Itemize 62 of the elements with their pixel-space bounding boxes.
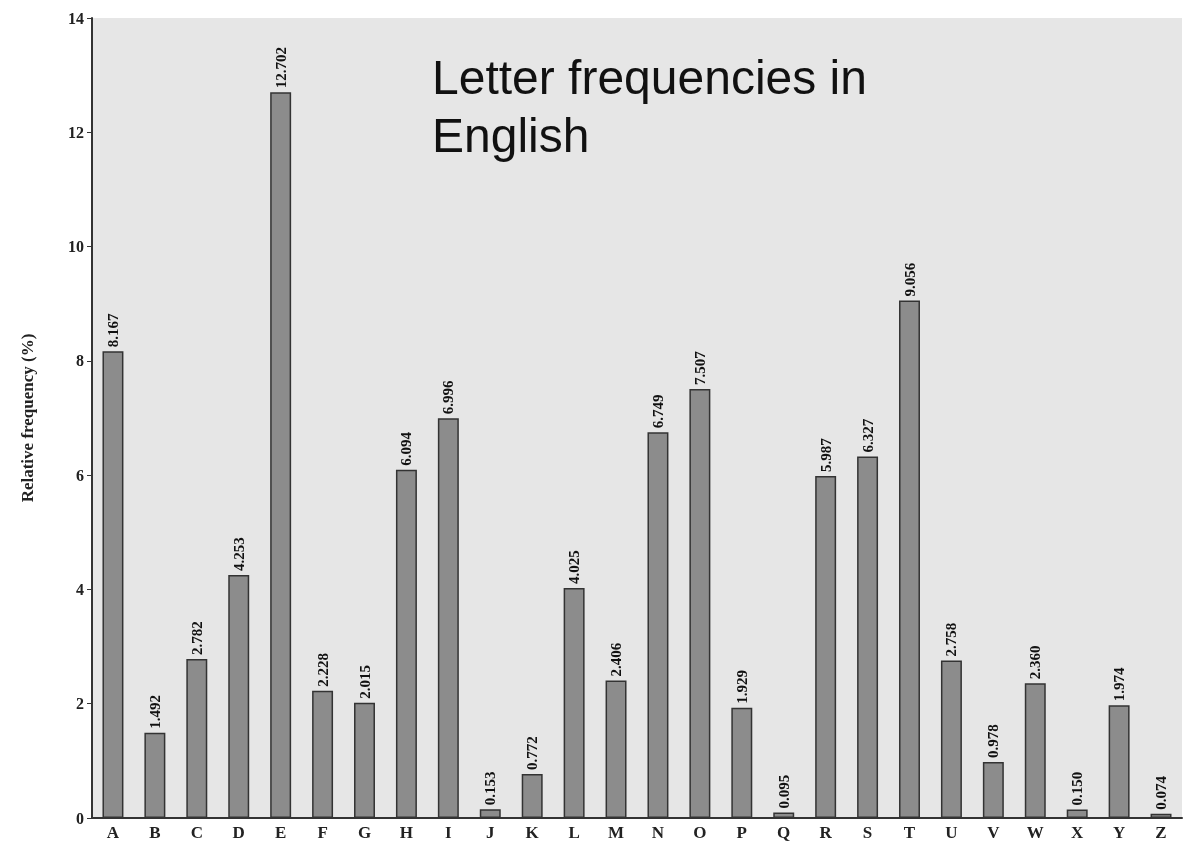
x-tick-label: J [486, 823, 496, 842]
x-tick-label: F [317, 823, 328, 842]
x-tick-label: M [608, 823, 625, 842]
y-tick-label: 0 [76, 809, 84, 827]
x-tick-label: G [357, 823, 372, 842]
x-tick-label: L [568, 823, 580, 842]
x-tick-label: T [903, 823, 916, 842]
y-axis-title: Relative frequency (%) [18, 333, 37, 503]
data-label: 9.056 [901, 262, 918, 297]
x-tick-label: D [232, 823, 245, 842]
data-label: 6.094 [398, 431, 415, 466]
data-label: 0.150 [1069, 771, 1086, 806]
data-label: 1.974 [1111, 666, 1128, 702]
y-tick-label: 8 [76, 352, 84, 370]
data-label: 0.153 [482, 771, 499, 806]
x-tick-label: I [445, 823, 453, 842]
x-tick-label: C [190, 823, 203, 842]
x-tick-label: N [651, 823, 665, 842]
data-label: 7.507 [691, 350, 708, 386]
x-tick-label: O [693, 823, 707, 842]
data-label: 2.360 [1027, 645, 1044, 680]
x-tick-label: Y [1112, 823, 1126, 842]
y-tick-label: 6 [76, 466, 84, 484]
x-tick-label: P [736, 823, 747, 842]
data-label: 4.253 [230, 537, 247, 571]
x-tick-label: Q [777, 823, 791, 842]
data-label: 0.772 [524, 736, 541, 770]
data-label: 1.492 [146, 694, 163, 729]
data-label: 2.228 [314, 652, 331, 687]
x-tick-label: X [1071, 823, 1085, 842]
text: Letter frequencies in English [432, 50, 881, 162]
x-tick-label: U [945, 823, 958, 842]
data-label: 0.074 [1153, 775, 1170, 810]
data-label: 2.015 [356, 665, 373, 699]
data-label: 1.929 [733, 670, 750, 704]
x-tick-label: B [149, 823, 161, 842]
data-label: 2.782 [188, 621, 205, 656]
y-tick-label: 10 [68, 238, 84, 256]
data-label: 2.406 [608, 642, 625, 677]
data-label: 6.996 [440, 379, 457, 415]
x-tick-label: Z [1155, 823, 1167, 842]
x-tick-label: E [274, 823, 287, 842]
x-tick-label: A [106, 823, 120, 842]
data-label: 2.758 [943, 622, 960, 657]
x-tick-label: H [399, 823, 414, 842]
y-tick-label: 2 [76, 695, 84, 713]
data-label: 12.702 [272, 46, 289, 89]
data-label: 0.095 [775, 774, 792, 809]
x-tick-label: W [1026, 823, 1044, 842]
data-label: 5.987 [817, 437, 834, 472]
data-label: 6.749 [649, 394, 666, 429]
x-tick-label: K [525, 823, 540, 842]
data-label: 8.167 [104, 313, 121, 348]
y-tick-label: 4 [76, 580, 84, 598]
data-label: 4.025 [566, 550, 583, 584]
data-label: 6.327 [859, 418, 876, 453]
y-tick-label: 14 [68, 9, 84, 27]
x-tick-label: S [862, 823, 873, 842]
y-tick-label: 12 [68, 123, 84, 141]
x-tick-label: R [819, 823, 833, 842]
x-tick-label: V [987, 823, 1001, 842]
data-label: 0.978 [985, 724, 1002, 759]
